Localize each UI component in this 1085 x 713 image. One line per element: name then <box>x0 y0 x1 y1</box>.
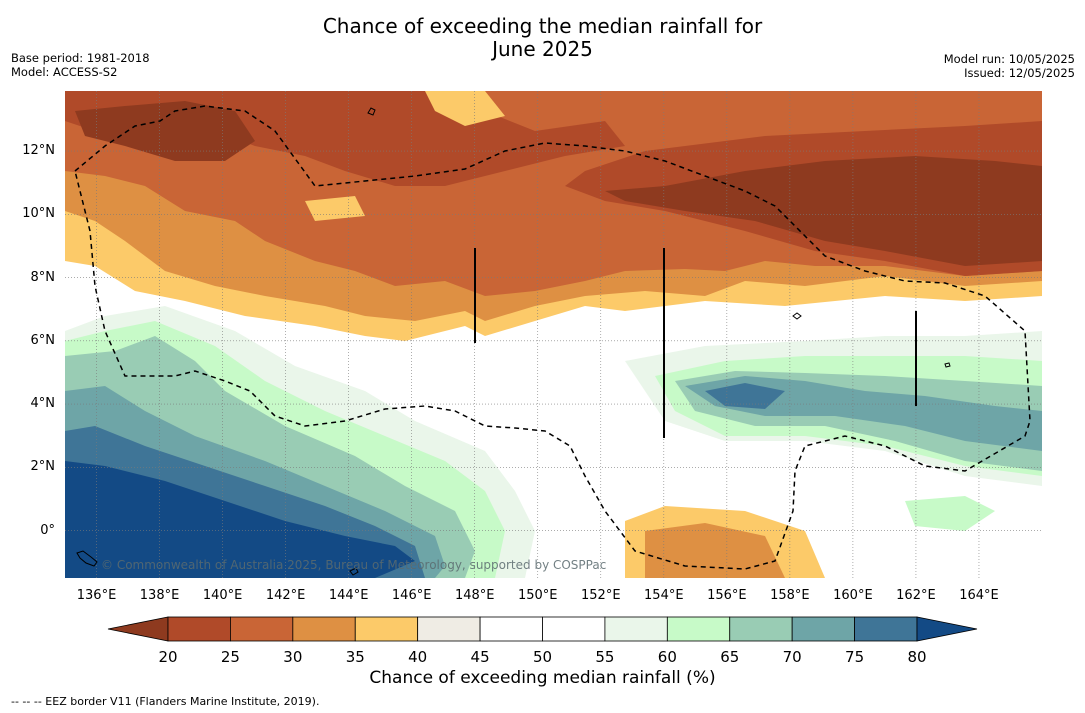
colorbar-swatch <box>292 616 356 642</box>
colorbar-tick-label: 20 <box>158 648 177 666</box>
colorbar-over-arrow <box>916 616 978 642</box>
base-period: Base period: 1981-2018 <box>11 51 150 65</box>
colorbar-tick-label: 35 <box>346 648 365 666</box>
model-name: Model: ACCESS-S2 <box>11 65 118 79</box>
title-line-1: Chance of exceeding the median rainfall … <box>322 14 763 38</box>
island-south <box>349 567 359 576</box>
lon-tick-label: 164°E <box>959 588 999 603</box>
island-palau <box>76 550 98 567</box>
lon-tick-label: 144°E <box>328 588 369 603</box>
island-north <box>367 107 376 116</box>
title-line-2: June 2025 <box>492 37 593 61</box>
colorbar-tick-label: 25 <box>221 648 240 666</box>
lon-tick-label: 140°E <box>202 588 243 603</box>
lon-tick-label: 150°E <box>517 588 558 603</box>
colorbar-tick-label: 45 <box>471 648 490 666</box>
eez-border <box>74 105 1031 570</box>
zone-under-20 <box>605 156 1042 266</box>
chart-title: Chance of exceeding the median rainfall … <box>0 15 1085 61</box>
lat-tick-label: 12°N <box>22 143 55 159</box>
lon-tick-label: 146°E <box>391 588 432 603</box>
south-east-green <box>905 496 995 531</box>
lon-tick-label: 142°E <box>265 588 306 603</box>
colorbar-tick-label: 55 <box>595 648 614 666</box>
issued-date: Issued: 12/05/2025 <box>964 66 1075 80</box>
colorbar-tick-label: 75 <box>845 648 864 666</box>
colorbar-swatch <box>167 616 231 642</box>
colorbar-swatches <box>107 616 978 642</box>
rainfall-map <box>65 91 1042 578</box>
zone-light-north <box>425 91 505 126</box>
colorbar-swatch <box>417 616 481 642</box>
colorbar-swatch <box>479 616 543 642</box>
lon-tick-label: 138°E <box>139 588 180 603</box>
island-east-1 <box>792 312 802 320</box>
colorbar-ticks: 20 25 30 35 40 45 50 55 60 65 70 75 80 <box>158 648 926 666</box>
colorbar-swatch <box>854 616 918 642</box>
east-wet-core <box>705 383 785 409</box>
colorbar-swatch <box>791 616 855 642</box>
lon-tick-label: 160°E <box>833 588 873 603</box>
zone-max <box>65 461 415 578</box>
colorbar-tick-label: 50 <box>533 648 552 666</box>
eez-footnote: -- -- -- EEZ border V11 (Flanders Marine… <box>11 695 320 708</box>
copyright-text: © Commonwealth of Australia 2025, Bureau… <box>101 558 607 572</box>
colorbar-label: Chance of exceeding median rainfall (%) <box>369 668 716 688</box>
islands <box>76 107 951 576</box>
zone-under-20-west <box>75 101 255 161</box>
colorbar-tick-label: 60 <box>658 648 677 666</box>
zone-light-north-2 <box>305 196 365 221</box>
colorbar-swatch <box>542 616 606 642</box>
lat-tick-label: 6°N <box>30 332 56 348</box>
colorbar-tick-label: 70 <box>783 648 802 666</box>
colorbar-swatch <box>729 616 793 642</box>
colorbar-tick-label: 65 <box>720 648 739 666</box>
colorbar-tick-label: 30 <box>283 648 302 666</box>
lat-tick-label: 0° <box>40 522 55 538</box>
island-east-2 <box>944 362 951 368</box>
lon-tick-label: 136°E <box>76 588 117 603</box>
lat-tick-label: 2°N <box>30 459 56 475</box>
colorbar-tick-label: 40 <box>408 648 427 666</box>
colorbar-swatch <box>666 616 731 642</box>
lon-tick-label: 158°E <box>770 588 810 603</box>
colorbar-tick-label: 80 <box>907 648 926 666</box>
dry-zones <box>65 91 1042 341</box>
lat-tick-label: 10°N <box>22 206 55 222</box>
meta-right: Model run: 10/05/2025 Issued: 12/05/2025 <box>944 52 1075 80</box>
lon-tick-label: 154°E <box>644 588 684 603</box>
model-run: Model run: 10/05/2025 <box>943 52 1075 66</box>
colorbar-swatch <box>604 616 668 642</box>
lon-tick-label: 152°E <box>581 588 621 603</box>
colorbar-swatch <box>354 616 419 642</box>
colorbar-under-arrow <box>107 616 169 642</box>
lon-tick-label: 156°E <box>707 588 747 603</box>
colorbar: 20 25 30 35 40 45 50 55 60 65 70 75 80 <box>107 616 978 666</box>
lat-tick-label: 8°N <box>30 269 56 285</box>
lon-tick-label: 162°E <box>896 588 936 603</box>
meta-left: Base period: 1981-2018 Model: ACCESS-S2 <box>11 51 150 79</box>
south-east-dry-core <box>645 523 785 578</box>
colorbar-swatch <box>230 616 294 642</box>
lat-tick-label: 4°N <box>30 396 56 412</box>
lon-tick-label: 148°E <box>454 588 495 603</box>
wet-zones <box>65 306 1042 578</box>
